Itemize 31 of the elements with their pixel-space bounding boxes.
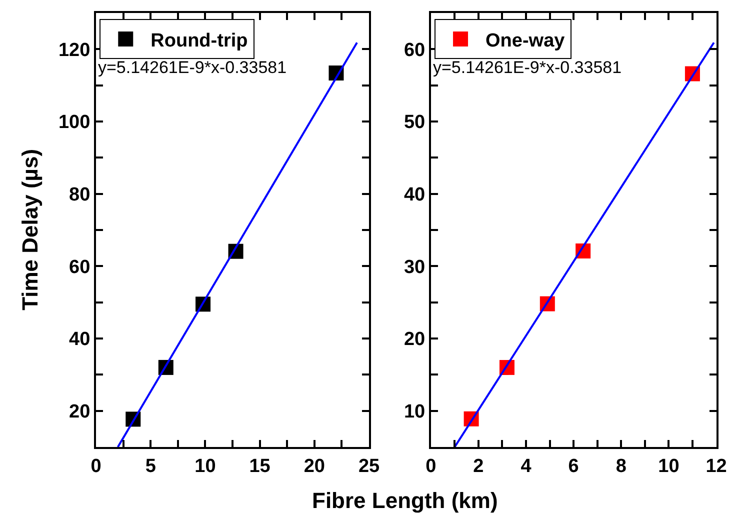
annotation: y=5.14261E-9*x-0.33581 (98, 58, 287, 77)
x-tick-label: 2 (473, 456, 484, 477)
y-tick-label: 100 (58, 112, 90, 134)
y-tick-label: 30 (404, 256, 426, 278)
x-tick-label: 0 (90, 456, 102, 477)
x-tick-label: 12 (706, 456, 727, 477)
legend-label: One-way (486, 30, 566, 52)
x-tick-label: 6 (568, 456, 579, 477)
x-tick-label: 0 (426, 456, 436, 477)
x-axis-title: Fibre Length (km) (312, 488, 498, 513)
y-tick-label: 20 (69, 402, 90, 423)
x-tick-label: 10 (658, 456, 680, 477)
x-tick-label: 15 (249, 456, 271, 477)
y-tick-label: 80 (69, 184, 90, 206)
x-tick-label: 10 (194, 456, 216, 477)
y-tick-label: 120 (58, 40, 90, 61)
y-tick-label: 40 (404, 184, 426, 206)
x-tick-label: 4 (520, 456, 532, 477)
x-tick-label: 25 (358, 456, 380, 477)
y-tick-label: 10 (404, 402, 426, 423)
y-tick-label: 40 (69, 329, 90, 350)
x-tick-label: 20 (304, 456, 325, 477)
y-tick-label: 50 (404, 112, 426, 134)
legend-label: Round-trip (150, 30, 248, 52)
y-tick-label: 60 (69, 256, 90, 278)
y-tick-label: 60 (404, 40, 426, 61)
y-tick-label: 20 (404, 329, 426, 350)
x-tick-label: 5 (145, 456, 156, 477)
x-tick-label: 8 (616, 456, 626, 477)
annotation: y=5.14261E-9*x-0.33581 (433, 58, 622, 77)
y-axis-title: Time Delay (µs) (17, 148, 42, 310)
